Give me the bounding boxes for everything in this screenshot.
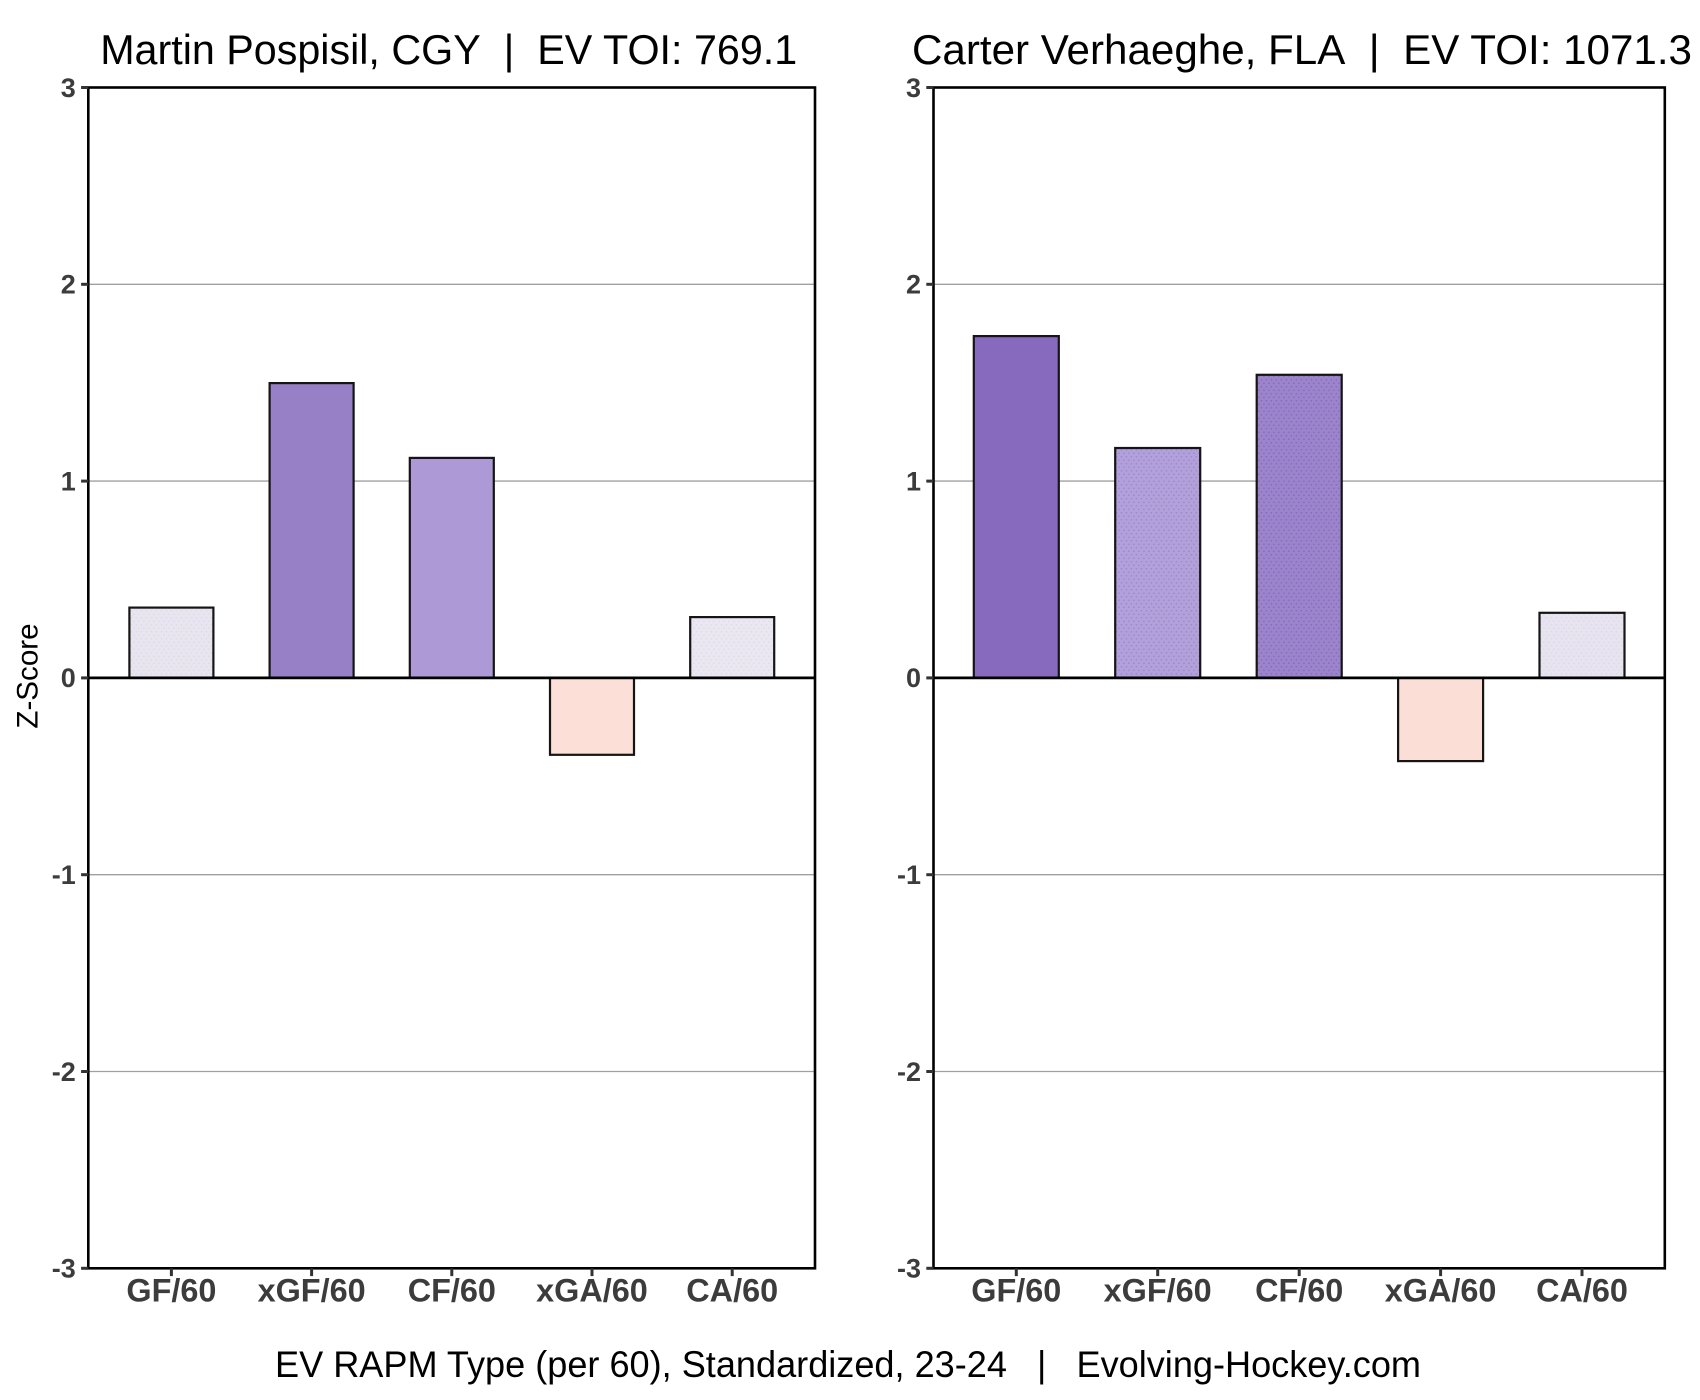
svg-text:-3: -3: [897, 1254, 921, 1284]
svg-text:Martin Pospisil, CGY | EV TO: Martin Pospisil, CGY | EV TOI: 769.1: [100, 27, 797, 73]
svg-text:xGA/60: xGA/60: [1385, 1273, 1497, 1309]
svg-text:3: 3: [906, 73, 921, 103]
svg-text:Carter Verhaeghe, FLA | EV T: Carter Verhaeghe, FLA | EV TOI: 1071.3: [912, 27, 1692, 73]
svg-text:xGF/60: xGF/60: [258, 1273, 366, 1309]
svg-text:GF/60: GF/60: [126, 1273, 216, 1309]
svg-text:Z-Score: Z-Score: [12, 623, 45, 728]
svg-text:2: 2: [61, 270, 76, 300]
svg-text:-3: -3: [52, 1254, 76, 1284]
svg-text:-2: -2: [52, 1057, 76, 1087]
svg-text:xGF/60: xGF/60: [1104, 1273, 1212, 1309]
svg-text:-1: -1: [897, 860, 921, 890]
svg-text:CF/60: CF/60: [408, 1273, 496, 1309]
svg-text:xGA/60: xGA/60: [536, 1273, 648, 1309]
svg-text:GF/60: GF/60: [971, 1273, 1061, 1309]
svg-text:2: 2: [906, 270, 921, 300]
svg-text:CA/60: CA/60: [1536, 1273, 1628, 1309]
svg-text:-1: -1: [52, 860, 76, 890]
svg-text:CF/60: CF/60: [1255, 1273, 1343, 1309]
svg-text:0: 0: [61, 663, 76, 693]
svg-text:EV RAPM Type (per 60), Standar: EV RAPM Type (per 60), Standardized, 23-…: [275, 1344, 1421, 1385]
svg-text:3: 3: [61, 73, 76, 103]
svg-text:1: 1: [61, 466, 76, 496]
svg-text:-2: -2: [897, 1057, 921, 1087]
svg-text:0: 0: [906, 663, 921, 693]
svg-text:1: 1: [906, 466, 921, 496]
svg-text:CA/60: CA/60: [686, 1273, 778, 1309]
